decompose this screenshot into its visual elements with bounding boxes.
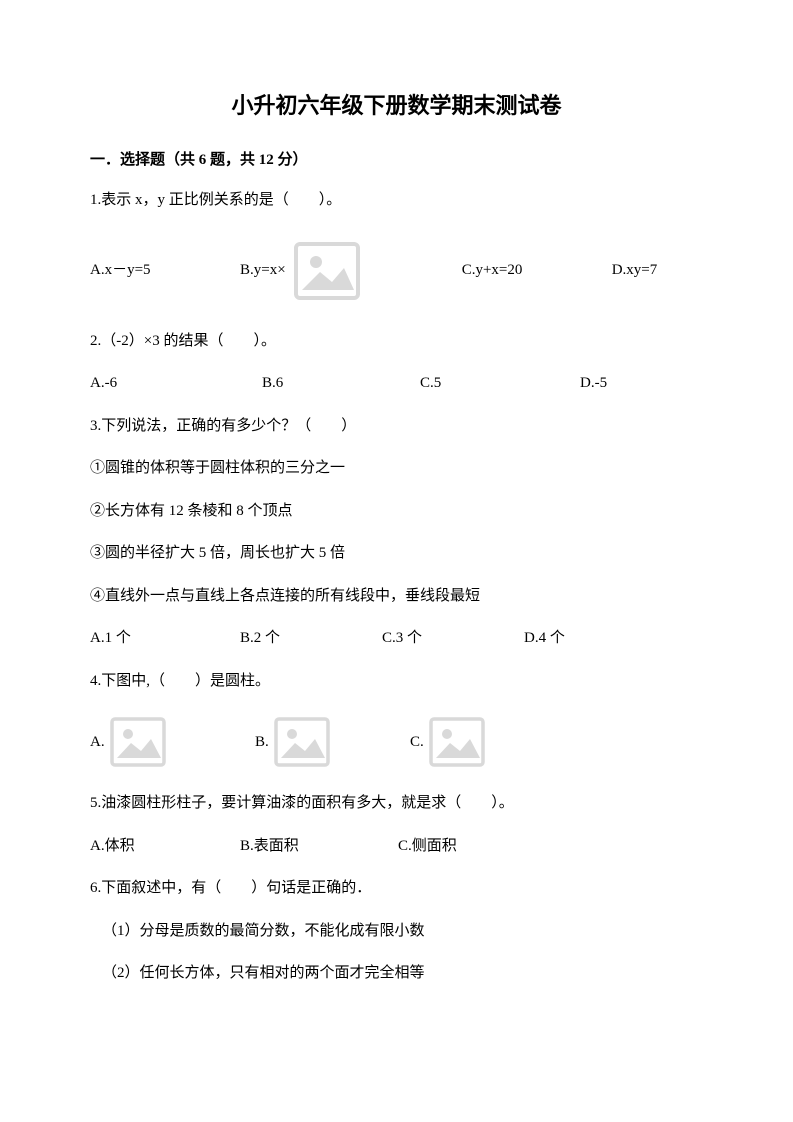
question-6: 6.下面叙述中，有（ ）句话是正确的． （1）分母是质数的最简分数，不能化成有限… [90,877,703,985]
question-2: 2.（-2）×3 的结果（ ）。 A.-6 B.6 C.5 D.-5 [90,330,703,395]
section-header: 一．选择题（共 6 题，共 12 分） [90,148,703,169]
q3-sub3: ③圆的半径扩大 5 倍，周长也扩大 5 倍 [90,542,703,565]
q1-option-c: C.y+x=20 [462,259,612,282]
q2-option-c: C.5 [420,372,580,395]
q1-option-a: A.x－y=5 [90,259,240,282]
image-placeholder-icon [428,716,486,768]
q1-text: 1.表示 x，y 正比例关系的是（ ）。 [90,189,703,212]
page-title: 小升初六年级下册数学期末测试卷 [90,88,703,120]
question-1: 1.表示 x，y 正比例关系的是（ ）。 A.x－y=5 B.y=x× C.y+… [90,189,703,302]
q4-option-b-label: B. [255,731,269,754]
q3-option-b: B.2 个 [240,627,382,650]
q3-sub4: ④直线外一点与直线上各点连接的所有线段中，垂线段最短 [90,585,703,608]
q3-sub1: ①圆锥的体积等于圆柱体积的三分之一 [90,457,703,480]
q5-option-c: C.侧面积 [398,835,457,858]
q4-text: 4.下图中,（ ）是圆柱。 [90,670,703,693]
question-3: 3.下列说法，正确的有多少个？（ ） ①圆锥的体积等于圆柱体积的三分之一 ②长方… [90,415,703,650]
q1-option-d: D.xy=7 [612,259,658,282]
image-placeholder-icon [273,716,331,768]
q2-option-b: B.6 [262,372,420,395]
q3-text: 3.下列说法，正确的有多少个？（ ） [90,415,703,438]
q4-option-b: B. [255,716,410,768]
q3-sub2: ②长方体有 12 条棱和 8 个顶点 [90,500,703,523]
q6-sub2: （2）任何长方体，只有相对的两个面才完全相等 [90,962,703,985]
image-placeholder-icon [109,716,167,768]
q4-option-a-label: A. [90,731,105,754]
q6-sub1: （1）分母是质数的最简分数，不能化成有限小数 [90,920,703,943]
q5-text: 5.油漆圆柱形柱子，要计算油漆的面积有多大，就是求（ ）。 [90,792,703,815]
q4-option-c: C. [410,716,486,768]
q3-option-a: A.1 个 [90,627,240,650]
q2-text: 2.（-2）×3 的结果（ ）。 [90,330,703,353]
q3-option-d: D.4 个 [524,627,565,650]
q4-option-a: A. [90,716,255,768]
q6-text: 6.下面叙述中，有（ ）句话是正确的． [90,877,703,900]
question-5: 5.油漆圆柱形柱子，要计算油漆的面积有多大，就是求（ ）。 A.体积 B.表面积… [90,792,703,857]
q1-option-b: B.y=x× [240,240,362,302]
q4-option-c-label: C. [410,731,424,754]
q2-option-d: D.-5 [580,372,607,395]
q2-option-a: A.-6 [90,372,262,395]
q5-option-a: A.体积 [90,835,240,858]
q1-option-b-label: B.y=x× [240,259,286,282]
image-placeholder-icon [292,240,362,302]
question-4: 4.下图中,（ ）是圆柱。 A. B. C. [90,670,703,769]
q5-option-b: B.表面积 [240,835,398,858]
q3-option-c: C.3 个 [382,627,524,650]
